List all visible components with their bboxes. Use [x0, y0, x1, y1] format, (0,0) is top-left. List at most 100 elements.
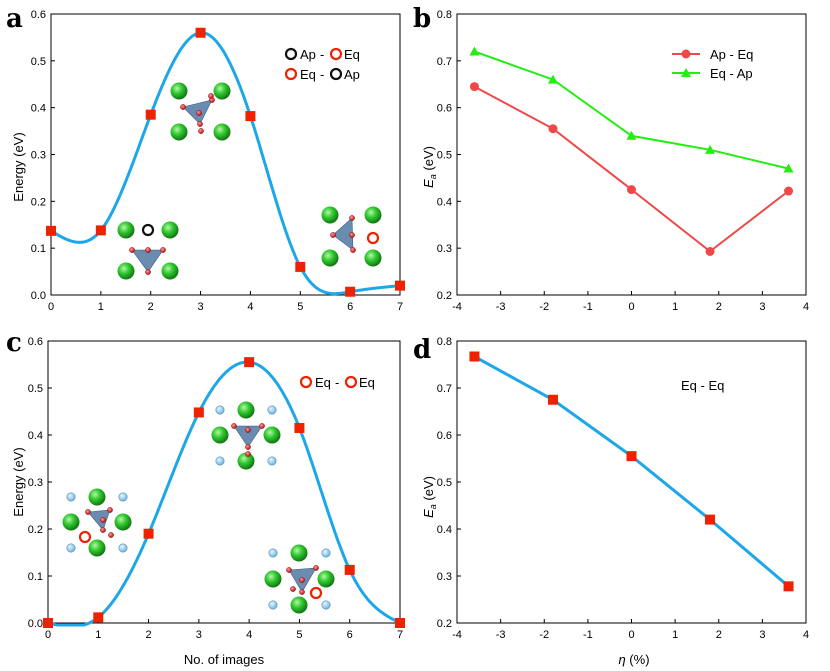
blue-atom [321, 600, 331, 610]
y-tick-label-c: 0.4 [28, 430, 43, 442]
data-point-d [547, 394, 558, 405]
red-atom [145, 269, 151, 275]
ylabel-a: Energy (eV) [11, 132, 26, 201]
green-atom [317, 570, 335, 588]
red-atom [85, 509, 91, 515]
red-atom [330, 232, 336, 238]
red-atom [198, 128, 204, 134]
plot-frame-d [456, 340, 807, 624]
legend-a-row1-left: Ap [300, 47, 316, 62]
data-point-a [95, 225, 106, 236]
blue-atom [118, 543, 128, 553]
red-atom [160, 247, 166, 253]
legend-c: Eq - Eq [299, 375, 375, 390]
data-point-b [627, 185, 636, 195]
vacancy-ring [141, 223, 155, 237]
blue-atom [118, 492, 128, 502]
legend-a: Ap - Eq Eq - Ap [284, 47, 360, 82]
legend-c-dash: - [335, 375, 339, 390]
green-atom [114, 513, 132, 531]
legend-b-marker-2 [681, 68, 691, 77]
x-tick-label-d: 2 [716, 629, 722, 641]
data-point-a [245, 111, 256, 122]
y-tick-label-d: 0.6 [437, 430, 452, 442]
green-atom [161, 221, 179, 239]
red-atom [145, 247, 151, 253]
data-point-b [547, 74, 558, 84]
panel-label-c: c [6, 328, 22, 358]
x-tick-label-d: 3 [759, 629, 765, 641]
data-point-d [705, 514, 716, 525]
green-atom [290, 544, 308, 562]
ylabel-d: Ea (eV) [421, 476, 438, 518]
green-atom [213, 82, 231, 100]
red-atom [196, 110, 202, 116]
y-tick-label-d: 0.2 [437, 618, 452, 630]
x-tick-label-c: 3 [196, 629, 202, 641]
red-atom [108, 532, 114, 538]
panel-label-a: a [6, 4, 23, 34]
vacancy-ring [366, 231, 380, 245]
green-atom [290, 596, 308, 614]
x-tick-label-d: -3 [496, 629, 506, 641]
red-atom [349, 215, 355, 221]
x-tick-label-c: 4 [246, 629, 252, 641]
energy-curve-c [47, 360, 401, 627]
legend-c-left: Eq [315, 375, 331, 390]
x-tick-label-a: 5 [297, 301, 303, 313]
x-tick-label-b: 3 [759, 301, 765, 313]
legend-c-right: Eq [359, 375, 375, 390]
y-tick-label-c: 0.2 [28, 524, 43, 536]
green-atom [88, 539, 106, 557]
y-tick-label-a: 0.6 [31, 9, 46, 21]
x-tick-label-a: 4 [247, 301, 253, 313]
blue-atom [215, 456, 225, 466]
y-tick-label-b: 0.4 [437, 196, 452, 208]
data-point-b [548, 124, 558, 134]
y-tick-label-a: 0.2 [31, 196, 46, 208]
data-point-b [705, 144, 716, 154]
y-tick-label-a: 0.3 [31, 150, 46, 162]
chart-d: -4 -3 -2 -1 0 1 2 3 4 0.2 0.3 0.4 0.5 0.6 0.7 0.8 [437, 336, 809, 641]
red-atom [259, 423, 265, 429]
x-tick-label-a: 3 [198, 301, 204, 313]
x-tick-label-d: 1 [672, 629, 678, 641]
data-point-a [295, 261, 306, 272]
structure-insets [62, 82, 382, 614]
x-tick-label-d: 0 [628, 629, 634, 641]
green-atom [364, 206, 382, 224]
data-point-b [469, 82, 479, 92]
series-line-d-0 [473, 355, 790, 588]
chart-b: -4 -3 -2 -1 0 1 2 3 4 0.2 0.3 0.4 0.5 0.6 0.7 0.8 [437, 9, 809, 313]
green-atom [237, 452, 255, 470]
red-atom [286, 567, 292, 573]
legend-a-eq-icon-2 [284, 67, 298, 81]
panel-label-d: d [413, 335, 431, 365]
red-atom [129, 247, 135, 253]
y-tick-label-d: 0.5 [437, 477, 452, 489]
annotation-d: Eq - Eq [681, 378, 724, 393]
x-tick-label-a: 1 [98, 301, 104, 313]
x-tick-label-b: 1 [672, 301, 678, 313]
data-point-c [395, 618, 405, 628]
data-point-b [705, 246, 715, 256]
green-atom [117, 262, 135, 280]
y-tick-label-c: 0.6 [28, 336, 43, 348]
green-atom [161, 262, 179, 280]
red-atom [349, 232, 355, 238]
x-tick-label-c: 2 [146, 629, 152, 641]
legend-b-label-1: Ap - Eq [710, 47, 753, 62]
vacancy-ring [309, 586, 323, 600]
blue-atom [215, 405, 225, 415]
red-atom [100, 517, 106, 523]
legend-a-eq-icon [329, 47, 343, 61]
legend-b: Ap - Eq Eq - Ap [672, 47, 753, 81]
y-tick-label-d: 0.7 [437, 383, 452, 395]
chart-c: 0 1 2 3 4 5 6 7 0.0 0.1 0.2 0.3 0.4 0.5 0.6 [28, 336, 405, 641]
data-point-c [43, 618, 53, 628]
x-tick-label-c: 0 [45, 629, 51, 641]
data-point-c [193, 407, 204, 418]
x-tick-label-d: -4 [452, 629, 462, 641]
data-point-a [145, 109, 156, 120]
y-tick-label-a: 0.1 [31, 243, 46, 255]
